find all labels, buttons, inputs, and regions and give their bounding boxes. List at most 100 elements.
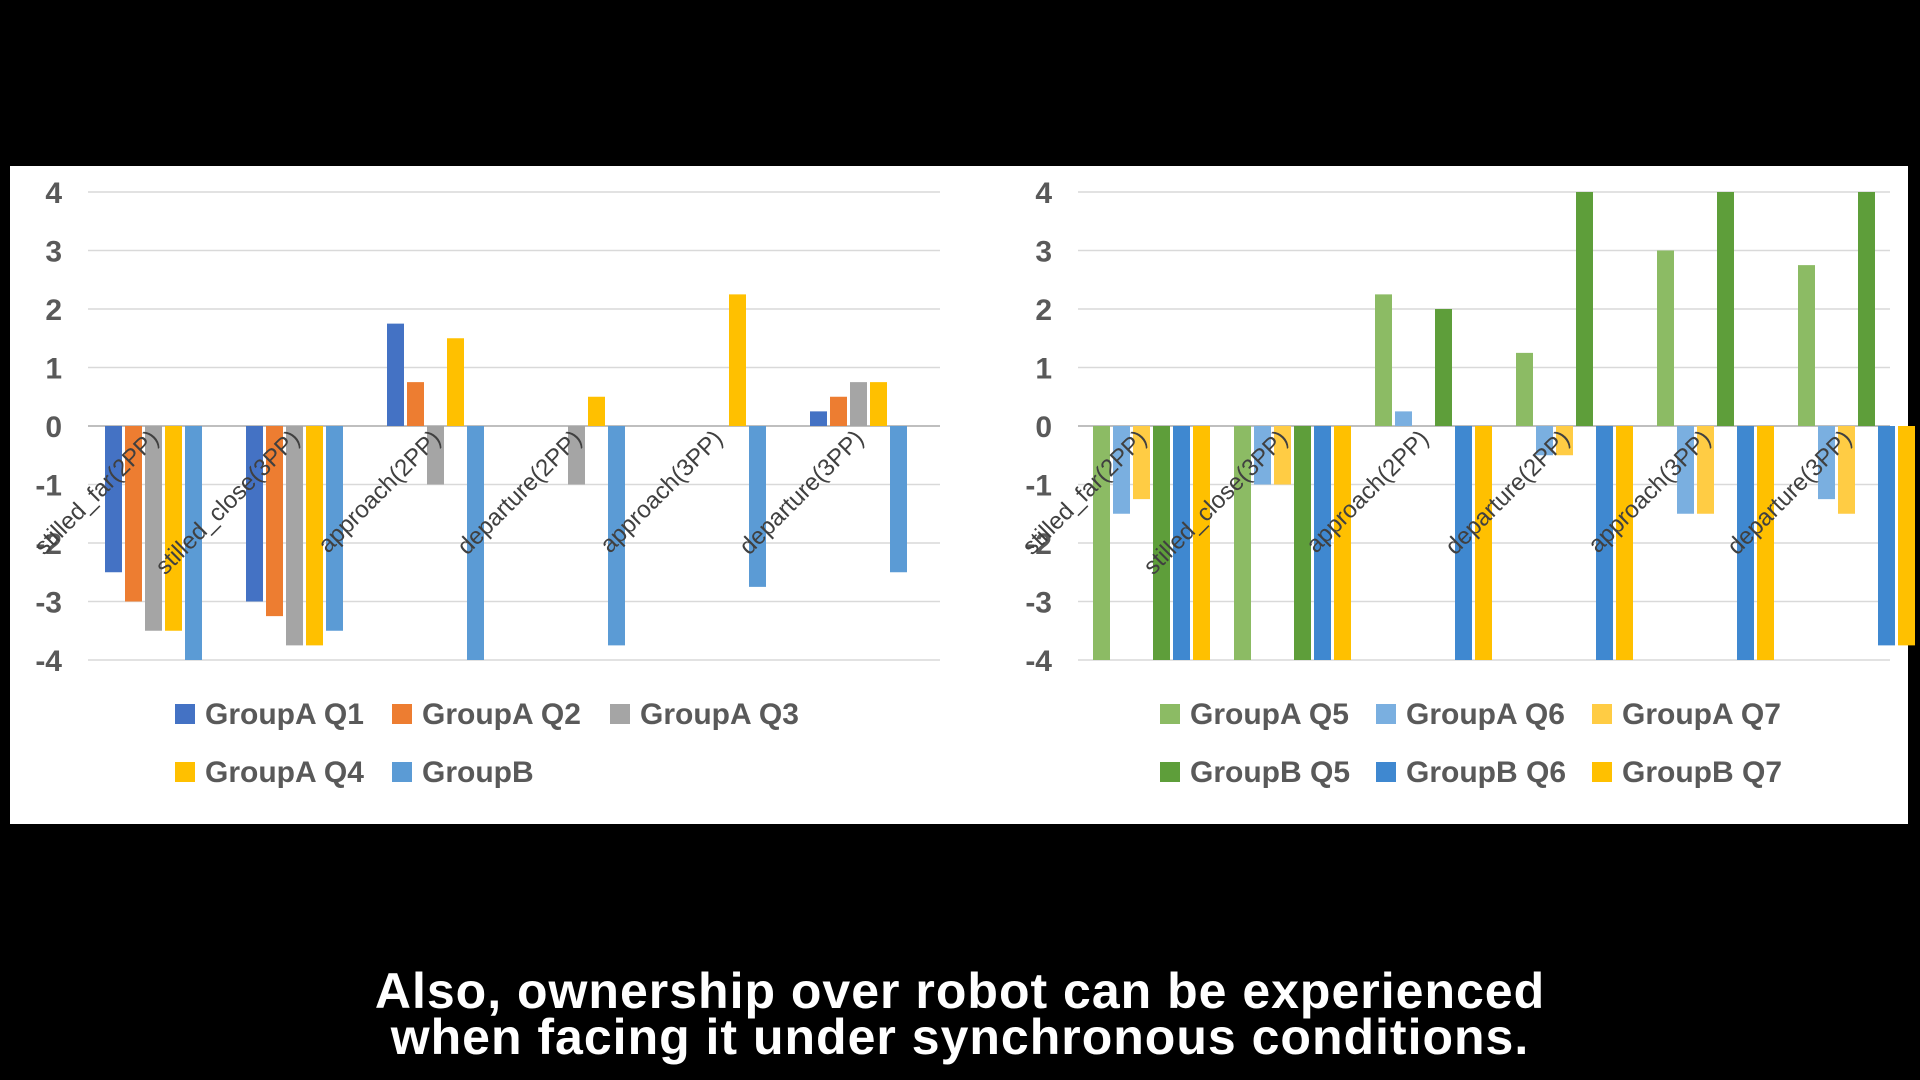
bar	[890, 426, 907, 573]
bar	[1314, 426, 1331, 660]
y-tick-label: -4	[1025, 645, 1052, 678]
y-tick-label: 2	[45, 294, 62, 327]
bar	[387, 323, 404, 426]
y-tick-label: -3	[1025, 587, 1052, 620]
bar	[1697, 426, 1714, 514]
legend-label: GroupA Q6	[1406, 698, 1565, 731]
bar	[1475, 426, 1492, 660]
y-tick-label: 2	[1035, 294, 1052, 327]
legend-swatch	[175, 704, 195, 724]
bar	[850, 382, 867, 426]
bar	[165, 426, 182, 631]
charts-panel: 4 3 2 1 0 -1 -2 -3 -4 stilled_far(2PP) stilled_clo…	[10, 166, 1915, 824]
bar	[125, 426, 142, 602]
bar	[1093, 426, 1110, 660]
legend-swatch	[1592, 704, 1612, 724]
bar	[588, 396, 605, 426]
legend-swatch	[1376, 704, 1396, 724]
bar	[1375, 294, 1392, 426]
bar	[1435, 309, 1452, 426]
right-bar-chart: 43210-1-2-3-4stilled_far(2PP)stilled_clo…	[1017, 177, 1915, 789]
y-tick-label: 4	[45, 177, 62, 210]
legend-swatch	[1160, 704, 1180, 724]
bar	[1173, 426, 1190, 660]
bar	[185, 426, 202, 660]
legend-swatch	[392, 762, 412, 782]
y-tick-label: 3	[1035, 236, 1052, 269]
bar	[568, 426, 585, 485]
legend-swatch	[1376, 762, 1396, 782]
legend-label: GroupA Q4	[205, 756, 364, 789]
y-tick-label: -4	[35, 645, 62, 678]
bar	[1657, 250, 1674, 426]
bar	[608, 426, 625, 646]
bar	[145, 426, 162, 631]
bar	[1737, 426, 1754, 660]
bar	[246, 426, 263, 602]
bar	[1838, 426, 1855, 514]
y-tick-label: 0	[45, 411, 62, 444]
legend-label: GroupA Q2	[422, 698, 581, 731]
y-tick-label: 1	[45, 353, 62, 386]
bar	[1898, 426, 1915, 646]
bar	[427, 426, 444, 485]
y-tick-label: 0	[1035, 411, 1052, 444]
bar	[1274, 426, 1291, 485]
bar	[1133, 426, 1150, 500]
bar	[810, 411, 827, 426]
legend-label: GroupB Q7	[1622, 756, 1782, 789]
y-tick-label: 4	[1035, 177, 1052, 210]
subtitle-line-2: when facing it under synchronous conditi…	[390, 1009, 1530, 1065]
bar	[1254, 426, 1271, 485]
bar	[447, 338, 464, 426]
legend-swatch	[175, 762, 195, 782]
y-tick-label: 1	[1035, 353, 1052, 386]
bar	[1798, 265, 1815, 426]
bar	[286, 426, 303, 646]
bar	[467, 426, 484, 660]
bar	[1516, 352, 1533, 426]
legend-label: GroupA Q1	[205, 698, 364, 731]
y-tick-label: -1	[35, 470, 62, 503]
bar	[326, 426, 343, 631]
bar	[1153, 426, 1170, 660]
bar	[1556, 426, 1573, 456]
bar	[1294, 426, 1311, 660]
legend-label: GroupB Q5	[1190, 756, 1350, 789]
bar	[1455, 426, 1472, 660]
bar	[1596, 426, 1613, 660]
subtitle-caption: Also, ownership over robot can be experi…	[0, 963, 1920, 1065]
legend-label: GroupB Q6	[1406, 756, 1566, 789]
y-tick-label: -1	[1025, 470, 1052, 503]
bar	[1878, 426, 1895, 646]
subtitle-line-1: Also, ownership over robot can be experi…	[374, 963, 1546, 1019]
bar	[1536, 426, 1553, 456]
bar	[1677, 426, 1694, 514]
bar	[105, 426, 122, 573]
bar	[749, 426, 766, 587]
bar	[306, 426, 323, 646]
bar	[1234, 426, 1251, 660]
y-tick-label: -2	[35, 528, 62, 561]
y-tick-label: 3	[45, 236, 62, 269]
bar	[1858, 192, 1875, 426]
left-bar-chart: 43210-1-2-3-4stilled_far(2PP)stilled_clo…	[29, 177, 940, 789]
bar	[830, 396, 847, 426]
bar	[1193, 426, 1210, 660]
bar	[407, 382, 424, 426]
bar	[870, 382, 887, 426]
legend-swatch	[610, 704, 630, 724]
bar	[1616, 426, 1633, 660]
legend-label: GroupB	[422, 756, 534, 789]
legend-label: GroupA Q3	[640, 698, 799, 731]
bar	[1757, 426, 1774, 660]
bar	[1395, 411, 1412, 426]
legend-swatch	[1160, 762, 1180, 782]
bar	[1576, 192, 1593, 426]
legend-swatch	[392, 704, 412, 724]
legend-label: GroupA Q7	[1622, 698, 1781, 731]
bar	[1113, 426, 1130, 514]
legend-label: GroupA Q5	[1190, 698, 1349, 731]
bar	[1818, 426, 1835, 500]
bar	[1334, 426, 1351, 660]
